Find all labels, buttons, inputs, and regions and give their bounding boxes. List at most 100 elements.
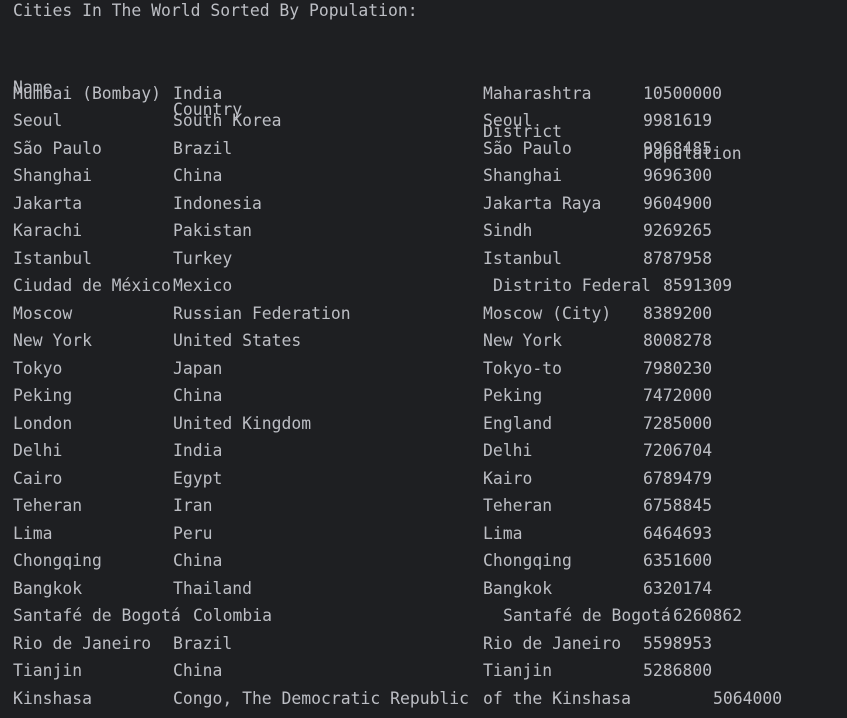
cell-name: Cairo: [13, 468, 63, 488]
table-row: Istanbul Turkey Istanbul 8787958: [13, 248, 847, 276]
header-name: Name: [13, 78, 53, 97]
cell-country: Russian Federation: [173, 303, 351, 323]
table-row: Peking China Peking 7472000: [13, 385, 847, 413]
cell-population: 5598953: [643, 633, 713, 653]
table-row: Kinshasa Congo, The Democratic Republic of…: [13, 688, 847, 716]
cell-district: Distrito Federal: [493, 276, 651, 295]
table-row: London United Kingdom England 7285000: [13, 413, 847, 441]
cell-country: Japan: [173, 358, 223, 378]
cell-country: Turkey: [173, 248, 233, 268]
cell-district: Teheran: [483, 496, 553, 515]
cell-population: 9696300: [643, 166, 713, 185]
console-output: Cities In The World Sorted By Population…: [13, 0, 847, 718]
header-country: Country: [173, 100, 243, 119]
cell-district: Kairo: [483, 468, 533, 488]
cell-population: 6464693: [643, 523, 713, 543]
cell-country: Colombia: [193, 606, 272, 625]
cell-country: India: [173, 441, 223, 460]
cell-name: Peking: [13, 386, 73, 405]
cell-name: Santafé de Bogotá: [13, 606, 181, 625]
cell-country: Brazil: [173, 138, 233, 158]
cell-name: Delhi: [13, 441, 63, 460]
cell-country: Peru: [173, 523, 213, 543]
cell-district: Istanbul: [483, 248, 562, 268]
cell-country: Thailand: [173, 578, 252, 598]
header-population: Population: [643, 144, 742, 163]
cell-name: Bangkok: [13, 578, 83, 598]
table-row: Mumbai (Bombay) India Maharashtra 10500000: [13, 83, 847, 111]
cell-population: 7206704: [643, 441, 713, 460]
cell-district: Seoul: [483, 111, 533, 130]
table-row: Delhi India Delhi 7206704: [13, 440, 847, 468]
cell-name: Seoul: [13, 111, 63, 130]
cell-name: Moscow: [13, 303, 73, 323]
cell-country: India: [173, 83, 223, 103]
cell-population: 8008278: [643, 331, 713, 350]
cell-district: Moscow (City): [483, 303, 612, 323]
table-row: Moscow Russian Federation Moscow (City) 838…: [13, 303, 847, 331]
cell-name: Teheran: [13, 496, 83, 515]
cell-district: Tokyo-to: [483, 358, 562, 378]
cell-country: Brazil: [173, 633, 233, 653]
table-row: Tianjin China Tianjin 5286800: [13, 660, 847, 688]
table-row: Tokyo Japan Tokyo-to 7980230: [13, 358, 847, 386]
cell-name: Kinshasa: [13, 688, 92, 708]
table-row: Cairo Egypt Kairo 6789479: [13, 468, 847, 496]
table-row: Karachi Pakistan Sindh 9269265: [13, 220, 847, 248]
cell-name: Lima: [13, 523, 53, 543]
cell-country: China: [173, 661, 223, 680]
cell-district: Lima: [483, 523, 523, 543]
cell-name: Mumbai (Bombay): [13, 83, 162, 103]
cell-population: 5064000: [713, 688, 783, 708]
cell-population: 8591309: [663, 276, 733, 295]
cell-population: 9968485: [643, 138, 713, 158]
cell-district: Sindh: [483, 221, 533, 240]
table-row: Santafé de Bogotá Colombia Santafé de Bogo…: [13, 605, 847, 633]
cell-district: Jakarta Raya: [483, 193, 602, 213]
table-row: Chongqing China Chongqing 6351600: [13, 550, 847, 578]
cell-population: 6260862: [673, 606, 743, 625]
table-row: Jakarta Indonesia Jakarta Raya 9604900: [13, 193, 847, 221]
cell-country: South Korea: [173, 111, 282, 130]
cell-district: Tianjin: [483, 661, 553, 680]
table-row: Shanghai China Shanghai 9696300: [13, 165, 847, 193]
cell-country: United Kingdom: [173, 413, 312, 433]
cell-name: Ciudad de México: [13, 276, 171, 295]
cell-population: 7472000: [643, 386, 713, 405]
cell-name: São Paulo: [13, 138, 102, 158]
cell-population: 9604900: [643, 193, 713, 213]
cell-population: 9981619: [643, 111, 713, 130]
cell-population: 7980230: [643, 358, 713, 378]
cell-name: Jakarta: [13, 193, 83, 213]
cell-population: 5286800: [643, 661, 713, 680]
cell-district: Maharashtra: [483, 83, 592, 103]
cell-country: Iran: [173, 496, 213, 515]
table-row: Rio de Janeiro Brazil Rio de Janeiro 559895…: [13, 633, 847, 661]
cell-country: Mexico: [173, 276, 233, 295]
cell-population: 6320174: [643, 578, 713, 598]
cell-district: São Paulo: [483, 138, 572, 158]
cell-district: New York: [483, 331, 562, 350]
cell-district: Peking: [483, 386, 543, 405]
header-district: District: [483, 122, 562, 141]
table-row: New York United States New York 8008278: [13, 330, 847, 358]
cell-name: Chongqing: [13, 551, 102, 570]
cell-population: 7285000: [643, 413, 713, 433]
cell-district: of the Kinshasa: [483, 688, 632, 708]
cell-district: Delhi: [483, 441, 533, 460]
cell-name: Karachi: [13, 221, 83, 240]
cell-population: 9269265: [643, 221, 713, 240]
cell-name: Tokyo: [13, 358, 63, 378]
table-row: São Paulo Brazil São Paulo 9968485: [13, 138, 847, 166]
cell-population: 6758845: [643, 496, 713, 515]
cell-population: 8389200: [643, 303, 713, 323]
cell-district: Shanghai: [483, 166, 562, 185]
cell-district: Rio de Janeiro: [483, 633, 622, 653]
cell-population: 8787958: [643, 248, 713, 268]
cell-district: England: [483, 413, 553, 433]
cell-district: Chongqing: [483, 551, 572, 570]
cell-name: Tianjin: [13, 661, 83, 680]
table-row: Seoul South Korea Seoul 9981619: [13, 110, 847, 138]
console-title: Cities In The World Sorted By Population…: [13, 1, 418, 20]
cell-name: London: [13, 413, 73, 433]
